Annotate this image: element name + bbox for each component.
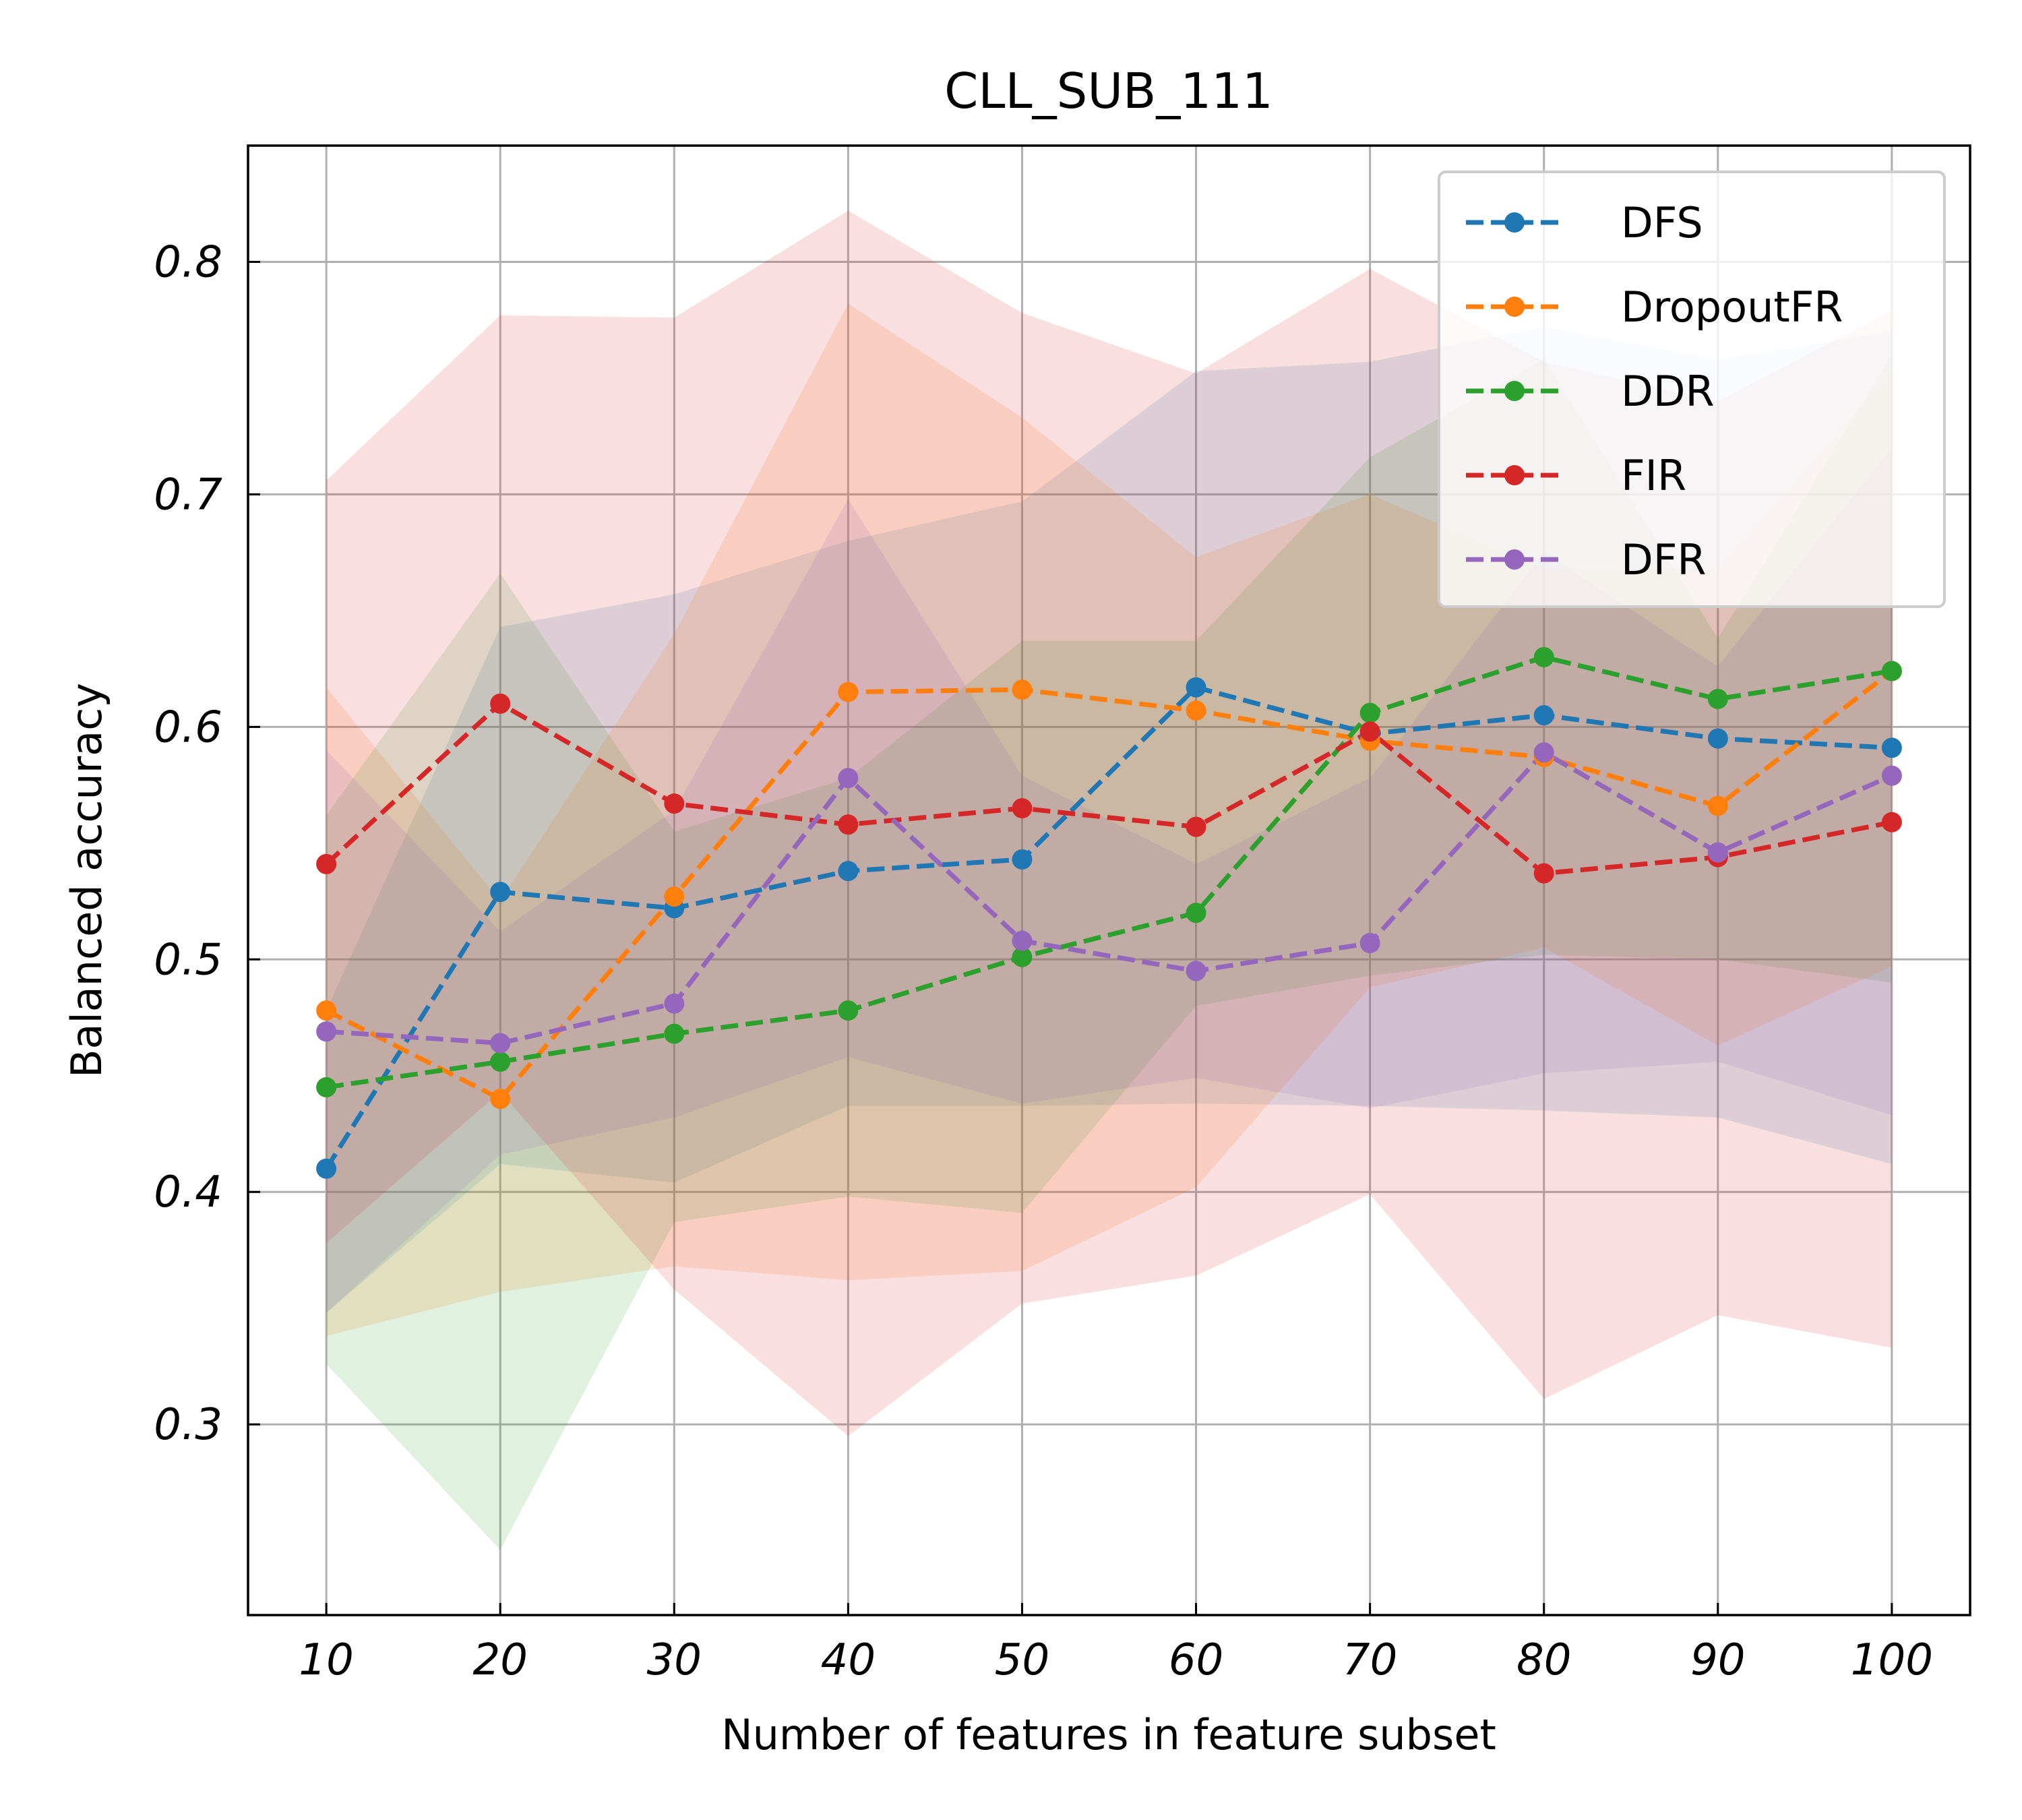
- point-dfs: [316, 1158, 337, 1179]
- point-dfs: [490, 882, 511, 903]
- x-tick-label: 90: [1690, 1635, 1745, 1685]
- y-tick-labels: 0.3 0.4 0.5 0.6 0.7 0.8: [154, 237, 222, 1450]
- x-tick-label: 10: [299, 1635, 353, 1685]
- x-tick-label: 80: [1516, 1635, 1571, 1685]
- point-fir: [1012, 798, 1033, 819]
- x-tick-label: 60: [1169, 1635, 1223, 1685]
- plot-frame: [247, 144, 1971, 1616]
- point-ddr: [490, 1052, 511, 1072]
- point-ddr: [1533, 646, 1554, 667]
- point-dfs: [1533, 705, 1554, 726]
- x-axis-label: Number of features in feature subset: [721, 1710, 1496, 1759]
- y-tick-label: 0.3: [154, 1400, 222, 1450]
- band-dfr: [326, 448, 1892, 1313]
- point-dfr: [1707, 842, 1728, 863]
- x-tick-label: 30: [647, 1635, 702, 1685]
- point-fir: [1533, 863, 1554, 884]
- legend-marker-dfr: [1504, 549, 1525, 570]
- line-dfs: [324, 684, 1893, 1170]
- y-tick-label: 0.6: [154, 702, 222, 752]
- point-dfr: [490, 1033, 511, 1054]
- point-dfs: [1012, 849, 1033, 870]
- legend-marker-ddr: [1504, 381, 1525, 401]
- point-dfr: [1881, 765, 1902, 786]
- point-dfs: [1707, 728, 1728, 749]
- legend-label-dropoutfr: DropoutFR: [1621, 282, 1843, 332]
- y-tick-label: 0.7: [154, 470, 222, 520]
- point-ddr: [1359, 702, 1380, 723]
- point-ddr: [1881, 661, 1902, 681]
- legend-label-dfr: DFR: [1621, 535, 1706, 584]
- point-dfr: [316, 1021, 337, 1042]
- line-dropoutfr: [325, 669, 1894, 1102]
- point-ddr: [838, 1000, 859, 1021]
- legend: DFS DropoutFR DDR FIR DFR: [1438, 171, 1946, 608]
- point-fir: [1359, 721, 1380, 742]
- point-dropoutfr: [838, 681, 859, 702]
- point-ddr: [1186, 903, 1206, 923]
- point-dfr: [1359, 933, 1380, 954]
- x-tick-label: 100: [1851, 1635, 1933, 1685]
- point-ddr: [664, 1023, 685, 1044]
- legend-label-fir: FIR: [1621, 451, 1686, 500]
- x-tick-labels: 10 20 30 40 50 60 70 80 90 100: [299, 1635, 1933, 1685]
- point-dropoutfr: [1012, 679, 1033, 700]
- point-dropoutfr: [1707, 795, 1728, 816]
- point-fir: [316, 853, 337, 874]
- series-points: [316, 646, 1902, 1179]
- line-ddr: [326, 655, 1893, 1090]
- y-axis-label: Balanced accuracy: [62, 683, 111, 1078]
- point-dfr: [838, 768, 859, 789]
- point-fir: [1881, 812, 1902, 832]
- legend-label-dfs: DFS: [1621, 198, 1703, 247]
- point-fir: [664, 793, 685, 814]
- point-dropoutfr: [1186, 700, 1206, 721]
- point-dropoutfr: [316, 1000, 337, 1021]
- point-ddr: [1707, 688, 1728, 709]
- point-dfr: [1012, 930, 1033, 951]
- point-dfr: [1186, 961, 1206, 981]
- legend-label-ddr: DDR: [1621, 367, 1715, 416]
- point-fir: [490, 693, 511, 714]
- legend-marker-dfs: [1504, 212, 1525, 233]
- x-tick-label: 20: [472, 1635, 527, 1685]
- x-tick-label: 40: [821, 1635, 876, 1685]
- axis-ticks: [248, 260, 1893, 1615]
- chart-title: CLL_SUB_111: [944, 63, 1273, 119]
- legend-box: [1438, 171, 1946, 608]
- point-ddr: [1012, 946, 1033, 967]
- legend-marker-fir: [1504, 465, 1525, 485]
- x-tick-label: 70: [1343, 1635, 1397, 1685]
- line-dfr: [326, 749, 1893, 1045]
- y-tick-label: 0.8: [154, 237, 222, 287]
- point-fir: [1186, 816, 1206, 837]
- legend-marker-dropoutfr: [1504, 297, 1525, 317]
- point-fir: [838, 814, 859, 835]
- x-tick-label: 50: [995, 1635, 1049, 1685]
- point-dropoutfr: [664, 886, 685, 907]
- point-dropoutfr: [490, 1089, 511, 1110]
- point-dfs: [1881, 737, 1902, 758]
- point-dfr: [664, 993, 685, 1014]
- point-ddr: [316, 1076, 337, 1097]
- point-dfs: [1186, 677, 1206, 698]
- y-tick-label: 0.5: [154, 935, 222, 985]
- line-fir: [324, 700, 1893, 876]
- point-dfs: [838, 861, 859, 882]
- point-dfr: [1533, 742, 1554, 763]
- series-lines: [324, 655, 1894, 1170]
- y-tick-label: 0.4: [154, 1167, 222, 1217]
- band-ddr: [326, 355, 1892, 1550]
